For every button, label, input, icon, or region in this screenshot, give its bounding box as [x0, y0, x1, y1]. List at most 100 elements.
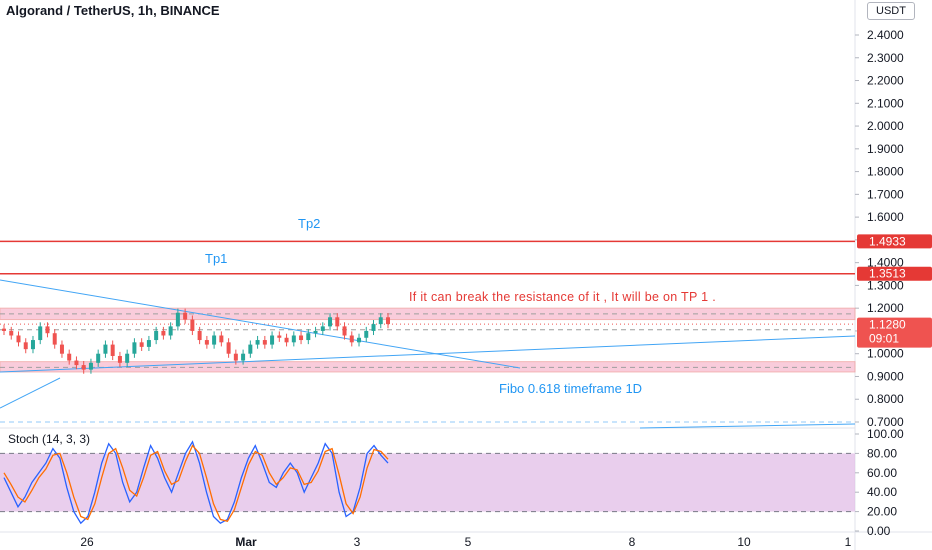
price-label-bg: [857, 234, 932, 249]
annotation-fibo: Fibo 0.618 timeframe 1D: [499, 381, 642, 396]
candle-body: [241, 353, 246, 361]
candle-body: [328, 317, 333, 327]
candle-body: [386, 317, 390, 325]
time-tick-label: 3: [354, 535, 361, 549]
candle-body: [110, 344, 115, 356]
candle-body: [190, 319, 195, 331]
candle-body: [103, 344, 108, 354]
price-tick-label: 0.7000: [867, 415, 904, 429]
candle-body: [212, 335, 217, 345]
candle-body: [233, 353, 238, 361]
candle-body: [248, 344, 253, 354]
annotation-breakout-note: If it can break the resistance of it , I…: [409, 290, 716, 304]
price-tick-label: 2.0000: [867, 119, 904, 133]
annotation-tp2: Tp2: [298, 216, 320, 231]
fibo-trend-line: [639, 423, 856, 429]
time-tick-label: Mar: [235, 535, 257, 549]
candle-body: [38, 326, 43, 341]
chart-title: Algorand / TetherUS, 1h, BINANCE: [6, 3, 220, 18]
price-tick-label: 1.7000: [867, 187, 904, 201]
candle-body: [132, 342, 137, 354]
stoch-tick-label: 0.00: [867, 524, 891, 538]
time-tick-label: 1: [845, 535, 852, 549]
candle-body: [226, 342, 231, 354]
price-label: 1.1280: [869, 318, 906, 332]
candle-body: [378, 317, 383, 325]
time-tick-label: 10: [737, 535, 751, 549]
candle-body: [335, 317, 340, 327]
candle-body: [262, 340, 267, 345]
stoch-tick-label: 20.00: [867, 505, 897, 519]
candle-body: [342, 326, 347, 336]
candle-body: [270, 335, 275, 345]
zone-support: [0, 361, 856, 373]
price-tick-label: 1.2000: [867, 301, 904, 315]
candle-body: [161, 330, 166, 336]
price-tick-label: 1.4000: [867, 256, 904, 270]
candle-body: [154, 330, 159, 341]
candle-body: [2, 328, 6, 331]
price-tick-label: 0.9000: [867, 369, 904, 383]
stoch-series-k: [3, 440, 389, 525]
candle-body: [52, 333, 57, 345]
candle-body: [117, 355, 122, 363]
price-tick-label: 2.3000: [867, 51, 904, 65]
candle-body: [23, 342, 28, 350]
price-label-bg: [857, 317, 932, 348]
price-label: 1.3513: [869, 267, 906, 281]
candle-body: [313, 330, 318, 334]
candle-body: [9, 330, 14, 336]
price-label: 1.4933: [869, 234, 906, 248]
candle-body: [59, 344, 64, 354]
candle-body: [81, 365, 86, 370]
candle-body: [204, 340, 209, 345]
candle-body: [67, 353, 72, 361]
price-label-countdown: 09:01: [869, 332, 899, 346]
candle-body: [125, 353, 130, 363]
candle-body: [371, 324, 376, 331]
uptrend-line: [0, 335, 856, 373]
price-tick-label: 1.6000: [867, 210, 904, 224]
candle-body: [277, 335, 282, 338]
candle-body: [45, 326, 50, 334]
candle-body: [349, 335, 354, 343]
candle-body: [306, 333, 311, 341]
stoch-tick-label: 100.00: [867, 427, 904, 441]
candle-body: [357, 337, 362, 343]
time-tick-label: 8: [629, 535, 636, 549]
price-tick-label: 1.3000: [867, 278, 904, 292]
time-tick-label: 26: [80, 535, 94, 549]
lower-trend-line: [0, 377, 61, 409]
time-tick-label: 5: [465, 535, 472, 549]
candle-body: [88, 362, 93, 370]
price-tick-label: 1.9000: [867, 142, 904, 156]
candle-body: [284, 337, 289, 343]
price-label-bg: [857, 266, 932, 281]
price-tick-label: 2.4000: [867, 28, 904, 42]
candle-body: [299, 335, 304, 341]
candle-body: [146, 340, 151, 347]
candle-body: [139, 342, 144, 347]
candle-body: [291, 335, 296, 343]
candle-body: [16, 335, 21, 343]
stoch-indicator-label: Stoch (14, 3, 3): [8, 432, 91, 446]
candle-body: [364, 330, 369, 338]
candle-body: [219, 335, 224, 343]
stoch-tick-label: 80.00: [867, 446, 897, 460]
stoch-series-d: [3, 444, 389, 523]
annotation-tp1: Tp1: [205, 251, 227, 266]
stoch-tick-label: 60.00: [867, 466, 897, 480]
candle-body: [168, 326, 173, 336]
stoch-band: [0, 453, 855, 512]
candle-body: [96, 353, 101, 363]
candle-body: [74, 360, 79, 366]
price-tick-label: 1.0000: [867, 347, 904, 361]
candle-body: [30, 340, 35, 350]
price-tick-label: 1.8000: [867, 165, 904, 179]
price-tick-label: 0.8000: [867, 392, 904, 406]
currency-button[interactable]: USDT: [867, 2, 915, 20]
candle-body: [320, 326, 325, 331]
price-tick-label: 2.2000: [867, 74, 904, 88]
candle-body: [183, 312, 188, 320]
